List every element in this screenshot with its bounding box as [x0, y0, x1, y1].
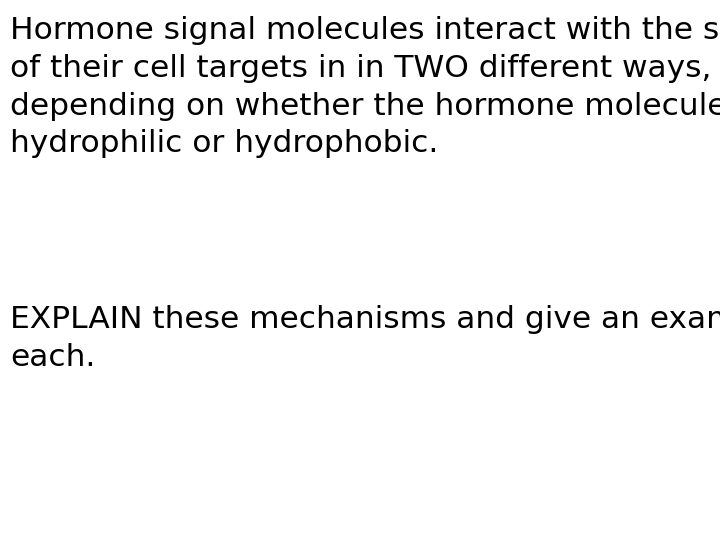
- Text: EXPLAIN these mechanisms and give an example of
each.: EXPLAIN these mechanisms and give an exa…: [10, 305, 720, 372]
- Text: Hormone signal molecules interact with the surface
of their cell targets in in T: Hormone signal molecules interact with t…: [10, 16, 720, 158]
